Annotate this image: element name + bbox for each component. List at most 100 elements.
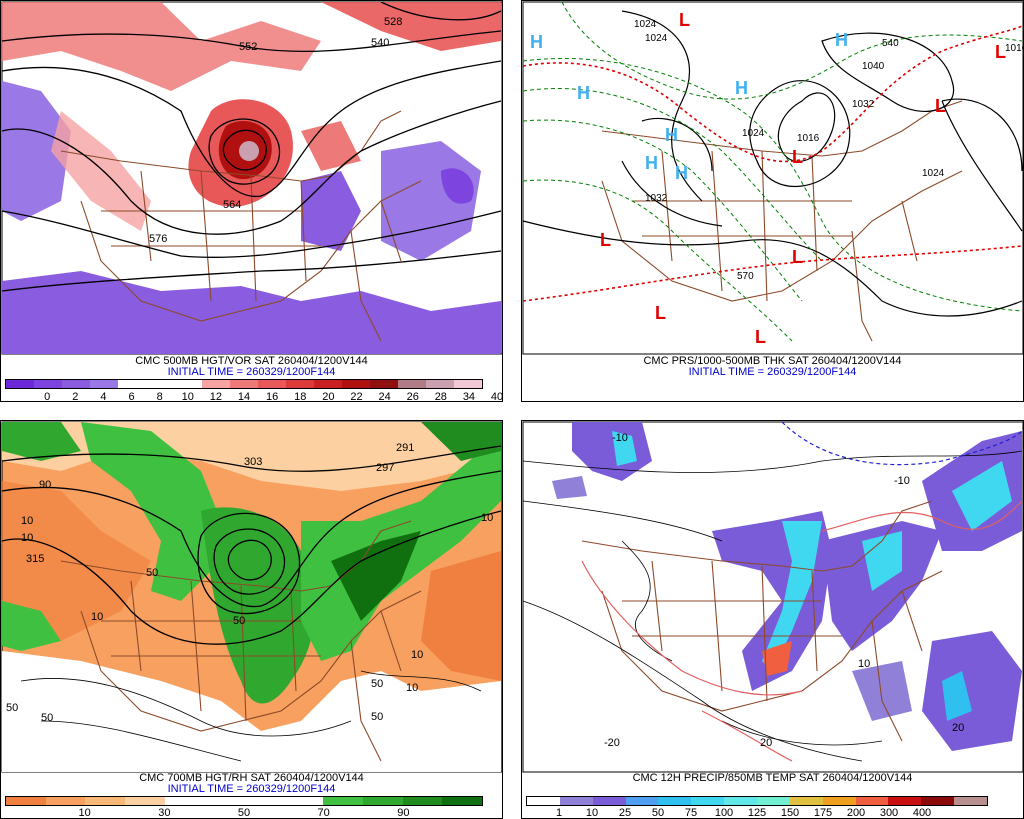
colorbar-swatch [125, 797, 165, 805]
political-borders [601, 100, 963, 342]
low-pressure-marker: L [792, 247, 803, 267]
colorbar-tick-label: 14 [237, 391, 251, 402]
contour-label-528: 528 [384, 16, 402, 28]
colorbar-tick-label: 50 [237, 807, 251, 819]
colorbar-tick-label: 70 [317, 807, 330, 819]
colorbar-tick-label: 10 [78, 807, 91, 819]
thickness-label-570: 570 [737, 271, 754, 282]
thickness-label-540: 540 [882, 38, 899, 49]
colorbar-humidity [5, 796, 483, 806]
colorbar-swatch [398, 380, 426, 388]
isobar-label-1016-b: 1016 [1005, 43, 1024, 54]
high-pressure-marker: H [577, 83, 590, 103]
contour-label-315: 315 [26, 553, 44, 565]
colorbar-tick-label: 125 [747, 807, 767, 819]
freezing-line [581, 500, 1023, 762]
high-pressure-marker: H [835, 30, 848, 50]
colorbar-tick-label: 200 [846, 807, 866, 819]
caption-initial-time: INITIAL TIME = 260329/1200F144 [167, 366, 336, 378]
caption-initial-time: INITIAL TIME = 260329/1200F144 [688, 366, 857, 378]
political-borders [581, 500, 943, 742]
colorbar-tick-label: 16 [265, 391, 279, 402]
temp-label-20: 20 [760, 737, 772, 749]
panel-500mb-vorticity: 552 540 528 564 576 CMC 500MB HGT/VOR SA… [0, 0, 503, 402]
colorbar-swatch [283, 797, 324, 805]
colorbar-tick-label: 25 [618, 807, 632, 819]
high-pressure-marker: H [675, 163, 688, 183]
isobar-label-1040: 1040 [862, 61, 885, 72]
low-pressure-marker: L [679, 10, 690, 30]
colorbar-swatch [6, 380, 34, 388]
colorbar-tick-label: 0 [44, 391, 51, 402]
colorbar-tick-label: 24 [378, 391, 391, 402]
colorbar-swatch [202, 380, 230, 388]
political-borders [60, 520, 422, 762]
caption-title: CMC 700MB HGT/RH SAT 260404/1200V144 [139, 772, 364, 784]
colorbar-swatch [45, 797, 86, 805]
vorticity-shading [2, 2, 501, 354]
high-pressure-marker: H [530, 32, 543, 52]
colorbar-tick-label: 30 [158, 807, 171, 819]
temperature-contours [522, 450, 1023, 762]
colorbar-tick-label: 22 [350, 391, 363, 402]
colorbar-swatch [527, 797, 560, 805]
panel-pressure-thickness: 1024 1024 1040 1032 1024 1016 1016 1032 … [521, 0, 1024, 402]
height-contours [1, 1, 502, 292]
low-pressure-marker: L [755, 327, 766, 347]
colorbar-swatch [34, 380, 62, 388]
colorbar-swatch [658, 797, 692, 805]
colorbar-swatch [855, 797, 889, 805]
colorbar-tick-label: 34 [462, 391, 476, 402]
colorbar-tick-label: 12 [209, 391, 222, 402]
contour-label-297: 297 [376, 462, 394, 474]
rh-label: 10 [91, 611, 103, 623]
colorbar-swatch [724, 797, 758, 805]
colorbar-swatch [592, 797, 626, 805]
colorbar-swatch [164, 797, 205, 805]
caption-initial-time: INITIAL TIME = 260329/1200F144 [167, 783, 336, 795]
contour-label-576: 576 [149, 233, 167, 245]
colorbar-swatch [370, 380, 398, 388]
colorbar-swatch [402, 797, 443, 805]
rh-label: 90 [39, 479, 51, 491]
colorbar-swatch [691, 797, 725, 805]
caption-title: CMC 12H PRECIP/850MB TEMP SAT 260404/120… [632, 772, 913, 784]
low-pressure-marker: L [792, 147, 803, 167]
low-pressure-marker: L [995, 42, 1006, 62]
low-pressure-marker: L [600, 230, 611, 250]
contour-label-564: 564 [223, 199, 241, 211]
isobar-label-1024-a: 1024 [634, 19, 657, 30]
humidity-shading [2, 422, 501, 772]
rh-label: 50 [6, 702, 18, 714]
rh-label: 50 [371, 711, 383, 723]
map-precip-850mb-temp: -10 -20 20 10 20 -10 [522, 421, 1023, 773]
thickness-540-line [522, 25, 1023, 302]
colorbar-swatch [342, 380, 370, 388]
height-contours [1, 445, 502, 645]
colorbar-swatch [442, 797, 483, 805]
colorbar-tick-label: 4 [100, 391, 107, 402]
humidity-contours [20, 670, 482, 762]
rh-label: 10 [21, 532, 33, 544]
rh-label: 10 [406, 682, 418, 694]
low-pressure-marker: L [655, 303, 666, 323]
contour-label-291: 291 [396, 442, 414, 454]
map-500mb-vorticity: 552 540 528 564 576 [1, 1, 502, 355]
colorbar-swatch [323, 797, 364, 805]
colorbar-swatch [757, 797, 790, 805]
colorbar-tick-label: 150 [780, 807, 800, 819]
rh-label: 50 [41, 712, 53, 724]
rh-label: 10 [411, 649, 423, 661]
colorbar-tick-label: 75 [684, 807, 698, 819]
colorbar-swatch [286, 380, 314, 388]
colorbar-swatch [230, 380, 258, 388]
colorbar-swatch [258, 380, 286, 388]
colorbar-swatch [85, 797, 126, 805]
panel-precip-850mb-temp: -10 -20 20 10 20 -10 CMC 12H PRECIP/850M… [521, 420, 1024, 819]
temp-label-minus10: -10 [894, 475, 910, 487]
colorbar-swatch [204, 797, 245, 805]
map-700mb-humidity: 303 297 291 315 50 50 10 10 90 50 10 50 … [1, 421, 502, 773]
low-pressure-marker: L [935, 96, 946, 116]
colorbar-ticks-precip: 1 10 25 50 75 100 125 150 175 200 300 400 [526, 807, 988, 819]
colorbar-swatch [625, 797, 659, 805]
